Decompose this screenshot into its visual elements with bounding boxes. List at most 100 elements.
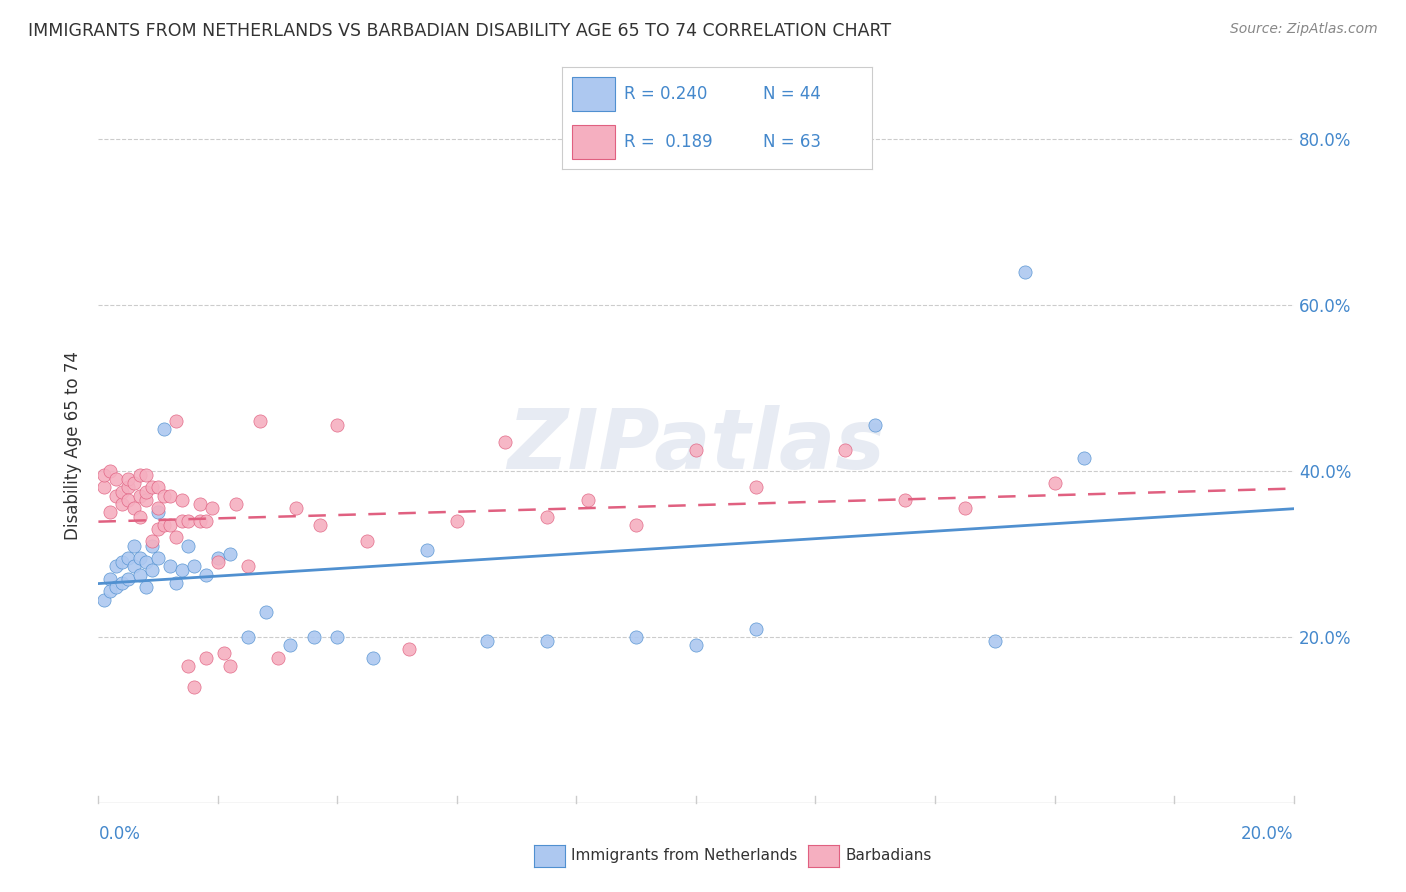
- Point: [219, 659, 242, 673]
- Point: [984, 634, 1007, 648]
- Point: [626, 517, 648, 532]
- Point: [302, 630, 325, 644]
- Point: [326, 418, 349, 433]
- Point: [124, 476, 146, 491]
- Point: [129, 509, 152, 524]
- Point: [117, 472, 139, 486]
- Point: [105, 580, 128, 594]
- Point: [894, 492, 917, 507]
- Point: [105, 472, 128, 486]
- Point: [356, 534, 378, 549]
- Text: R = 0.240: R = 0.240: [624, 85, 707, 103]
- Point: [100, 584, 122, 599]
- Text: Immigrants from Netherlands: Immigrants from Netherlands: [571, 848, 797, 863]
- Point: [111, 555, 134, 569]
- Point: [141, 539, 163, 553]
- Point: [135, 492, 157, 507]
- Text: N = 63: N = 63: [763, 133, 821, 152]
- Text: Barbadians: Barbadians: [845, 848, 931, 863]
- Point: [159, 489, 181, 503]
- Point: [172, 514, 194, 528]
- Point: [475, 634, 498, 648]
- Point: [236, 630, 259, 644]
- Y-axis label: Disability Age 65 to 74: Disability Age 65 to 74: [65, 351, 83, 541]
- Point: [148, 551, 170, 566]
- Point: [195, 650, 218, 665]
- Point: [165, 575, 187, 590]
- Point: [494, 434, 516, 449]
- Point: [685, 443, 707, 458]
- Point: [100, 505, 122, 519]
- Point: [398, 642, 420, 657]
- Point: [363, 650, 385, 665]
- Point: [225, 497, 247, 511]
- Point: [249, 414, 271, 428]
- Point: [153, 517, 176, 532]
- Point: [195, 514, 218, 528]
- Point: [536, 634, 558, 648]
- FancyBboxPatch shape: [572, 78, 614, 111]
- Point: [188, 497, 211, 511]
- Point: [183, 559, 205, 574]
- Point: [284, 501, 307, 516]
- Point: [267, 650, 290, 665]
- Point: [159, 517, 181, 532]
- Point: [100, 572, 122, 586]
- Point: [188, 514, 211, 528]
- Point: [172, 564, 194, 578]
- Point: [308, 517, 330, 532]
- Point: [745, 622, 768, 636]
- Text: 0.0%: 0.0%: [98, 825, 141, 843]
- Point: [129, 551, 152, 566]
- Point: [416, 542, 439, 557]
- Point: [254, 605, 277, 619]
- Point: [195, 567, 218, 582]
- Text: 20.0%: 20.0%: [1241, 825, 1294, 843]
- Point: [153, 422, 176, 436]
- Point: [141, 534, 163, 549]
- Point: [100, 464, 122, 478]
- Point: [129, 489, 152, 503]
- Point: [446, 514, 468, 528]
- Point: [111, 497, 134, 511]
- Point: [177, 514, 200, 528]
- Point: [124, 539, 146, 553]
- Point: [834, 443, 856, 458]
- Point: [105, 559, 128, 574]
- Point: [177, 539, 200, 553]
- Point: [165, 414, 187, 428]
- Point: [326, 630, 349, 644]
- Point: [93, 468, 115, 483]
- Point: [129, 567, 152, 582]
- Point: [212, 647, 235, 661]
- Point: [685, 638, 707, 652]
- Point: [93, 592, 115, 607]
- Point: [135, 555, 157, 569]
- Point: [117, 572, 139, 586]
- Point: [111, 484, 134, 499]
- Point: [865, 418, 887, 433]
- Point: [148, 481, 170, 495]
- Point: [153, 489, 176, 503]
- Text: IMMIGRANTS FROM NETHERLANDS VS BARBADIAN DISABILITY AGE 65 TO 74 CORRELATION CHA: IMMIGRANTS FROM NETHERLANDS VS BARBADIAN…: [28, 22, 891, 40]
- Point: [578, 492, 600, 507]
- Point: [1014, 265, 1036, 279]
- Point: [129, 468, 152, 483]
- Point: [201, 501, 224, 516]
- Point: [172, 492, 194, 507]
- Point: [1073, 451, 1095, 466]
- Point: [219, 547, 242, 561]
- Point: [207, 555, 229, 569]
- Point: [148, 501, 170, 516]
- Point: [626, 630, 648, 644]
- Text: ZIPatlas: ZIPatlas: [508, 406, 884, 486]
- Point: [135, 580, 157, 594]
- Point: [124, 501, 146, 516]
- Point: [141, 564, 163, 578]
- Point: [105, 489, 128, 503]
- Point: [148, 505, 170, 519]
- Point: [207, 551, 229, 566]
- Point: [117, 551, 139, 566]
- FancyBboxPatch shape: [572, 126, 614, 159]
- Text: R =  0.189: R = 0.189: [624, 133, 713, 152]
